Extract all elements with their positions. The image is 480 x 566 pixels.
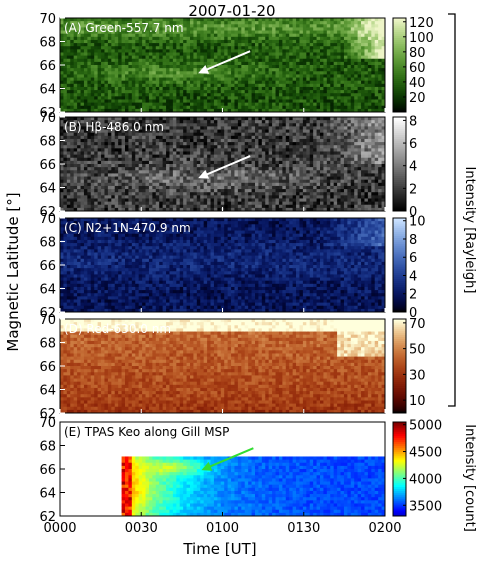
y-tick-label: 66 [39, 59, 56, 74]
colorbar-tick-label: 2 [409, 288, 417, 303]
y-tick-label: 70 [39, 12, 56, 27]
colorbar-tick-label: 80 [409, 46, 426, 61]
colorbar-tick-label: 100 [409, 31, 434, 46]
y-tick-label: 70 [39, 212, 56, 227]
x-tick-label: 0200 [368, 521, 401, 536]
y-tick-label: 68 [39, 36, 56, 51]
colorbar-tick-label: 4 [409, 269, 417, 284]
y-tick-label: 70 [39, 111, 56, 126]
y-tick-label: 64 [39, 83, 56, 98]
colorbar-tick-label: 120 [409, 16, 434, 31]
y-tick-label: 66 [39, 360, 56, 375]
colorbar-tick-label: 4000 [409, 472, 442, 487]
y-tick-label: 68 [39, 440, 56, 455]
figure-title: 2007-01-20 [188, 2, 275, 20]
colorbar-tick-label: 10 [409, 394, 426, 409]
colorbar-tick-label: 60 [409, 61, 426, 76]
panel-label: (A) Green-557.7 nm [64, 21, 184, 35]
y-axis-label: Magnetic Latitude [°] [4, 192, 22, 351]
colorbar-tick-label: 8 [409, 233, 417, 248]
y-tick-label: 68 [39, 236, 56, 251]
y-tick-label: 66 [39, 259, 56, 274]
y-tick-label: 68 [39, 135, 56, 150]
panel-label: (D) Red-630.0 nm [64, 322, 171, 336]
shared-colorbar-bracket [448, 14, 455, 406]
colorbar-tick-label: 5000 [409, 419, 442, 434]
panel-label: (C) N2+1N-470.9 nm [64, 221, 191, 235]
colorbar: 10 30 50 70 [393, 317, 426, 414]
x-axis: 0000 0030 0100 0130 0200 [43, 521, 401, 536]
colorbar-tick-label: 50 [409, 343, 426, 358]
x-tick-label: 0000 [43, 521, 76, 536]
colorbar-tick-label: 70 [409, 317, 426, 332]
colorbar-tick-label: 8 [409, 114, 417, 129]
panel-e-colorbar-label: Intensity [count] [462, 424, 477, 532]
heatmap-image [122, 456, 386, 516]
colorbar-tick-label: 4 [409, 160, 417, 175]
x-axis-label: Time [UT] [182, 540, 256, 558]
y-tick-label: 64 [39, 182, 56, 197]
y-tick-label: 70 [39, 416, 56, 431]
colorbar-tick-label: 6 [409, 137, 417, 152]
y-tick-label: 66 [39, 158, 56, 173]
colorbar-tick-label: 4500 [409, 446, 442, 461]
y-tick-label: 70 [39, 313, 56, 328]
y-tick-label: 64 [39, 283, 56, 298]
colorbar-tick-label: 10 [409, 215, 426, 230]
x-tick-label: 0130 [287, 521, 320, 536]
y-tick-label: 64 [39, 487, 56, 502]
colorbar-tick-label: 40 [409, 76, 426, 91]
colorbar: 3500 4000 4500 5000 [393, 419, 442, 517]
y-tick-label: 64 [39, 384, 56, 399]
colorbar-tick-label: 2 [409, 182, 417, 197]
shared-colorbar-label: Intensity [Rayleigh] [462, 167, 477, 294]
x-tick-label: 0100 [206, 521, 239, 536]
colorbar-tick-label: 20 [409, 91, 426, 106]
colorbar-tick-label: 30 [409, 368, 426, 383]
colorbar-tick-label: 3500 [409, 499, 442, 514]
panel-label: (B) Hβ-486.0 nm [64, 120, 164, 134]
panel-label: (E) TPAS Keo along Gill MSP [64, 425, 229, 439]
x-tick-label: 0030 [125, 521, 158, 536]
y-tick-label: 66 [39, 463, 56, 478]
y-tick-label: 68 [39, 337, 56, 352]
colorbar-tick-label: 6 [409, 251, 417, 266]
